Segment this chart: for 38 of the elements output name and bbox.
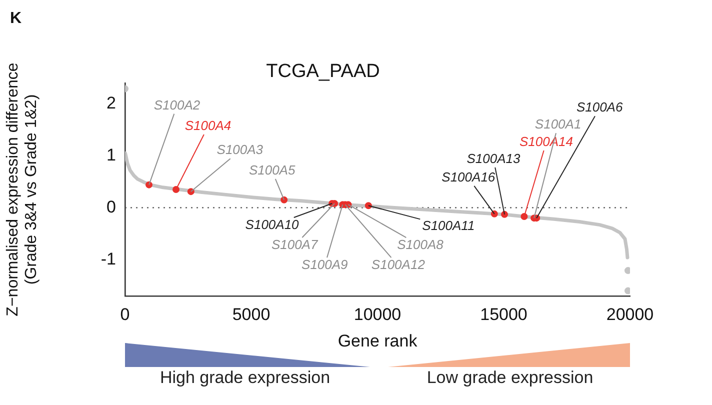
annotation: S100A8 — [397, 237, 444, 252]
x-tick-label: 15000 — [480, 304, 528, 324]
chart-title: TCGA_PAAD — [266, 61, 380, 82]
annotation: S100A7 — [271, 237, 318, 252]
annotation: S100A14 — [519, 134, 573, 150]
annotation: S100A3 — [216, 142, 264, 158]
text: High grade expression — [160, 368, 330, 388]
text: Low grade expression — [426, 368, 594, 388]
x-tick-label: 20000 — [606, 304, 654, 324]
point — [280, 196, 288, 204]
annotation: S100A6 — [576, 100, 624, 115]
annotation: S100A5 — [248, 162, 296, 178]
point — [172, 186, 180, 193]
annotation: S100A10 — [245, 217, 300, 232]
point — [624, 287, 630, 294]
annotation: S100A11 — [422, 218, 475, 234]
annotation: S100A2 — [154, 97, 201, 112]
annotation: S100A9 — [302, 257, 348, 272]
y-tick-label: -1 — [100, 249, 116, 268]
x-tick-label: 10000 — [354, 304, 402, 324]
annotation: S100A4 — [184, 118, 232, 134]
point — [520, 213, 528, 220]
y-tick-label: 1 — [106, 145, 116, 164]
x-axis-title: Gene rank — [338, 331, 418, 350]
annotation: S100A1 — [534, 116, 582, 132]
annotation: S100A13 — [466, 151, 522, 166]
point — [624, 267, 630, 274]
point — [145, 181, 152, 188]
y-axis-title: Z−normalised expression difference (Grade 3&4 vs Grade 1&2) — [4, 62, 40, 316]
x-tick-label: 5000 — [232, 304, 270, 324]
text: K — [10, 10, 22, 28]
y-tick-label: 2 — [106, 93, 116, 112]
y-tick-label: 0 — [106, 197, 116, 216]
point — [490, 210, 498, 218]
annotation: S100A16 — [442, 170, 496, 185]
annotation: S100A12 — [371, 257, 426, 272]
x-tick-label: 0 — [120, 304, 130, 324]
point — [364, 202, 372, 210]
